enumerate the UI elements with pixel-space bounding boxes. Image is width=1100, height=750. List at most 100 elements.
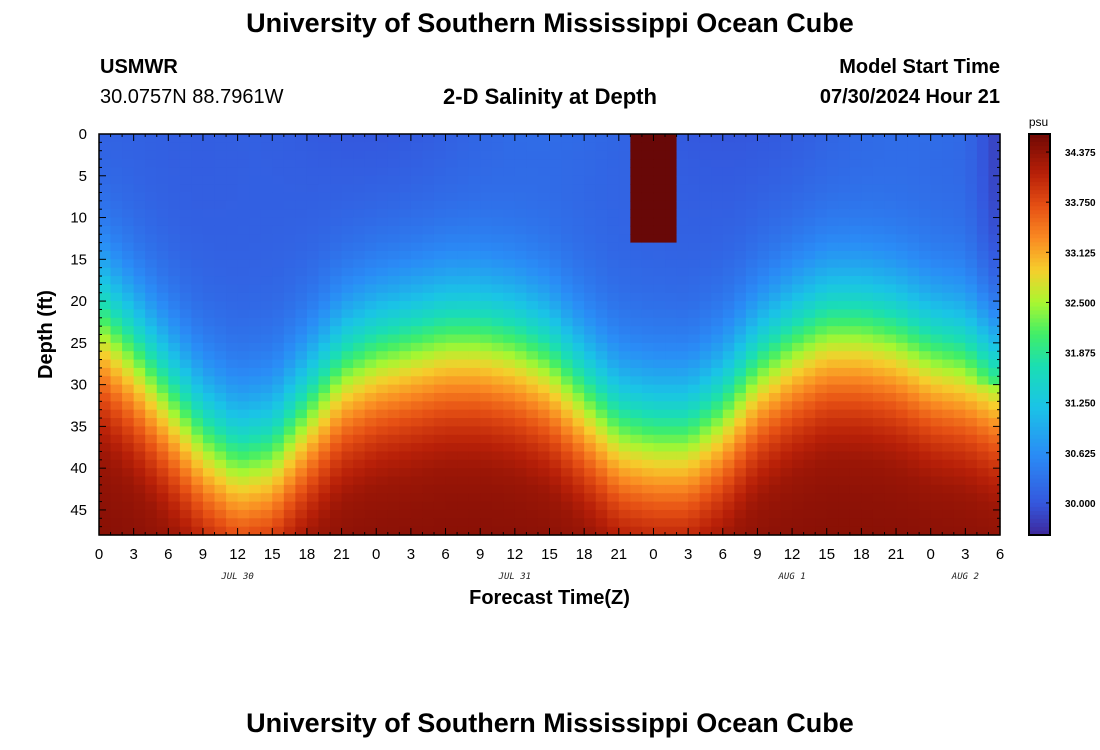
heatmap-cell: [607, 317, 620, 327]
heatmap-cell: [803, 518, 816, 528]
heatmap-cell: [156, 167, 169, 177]
heatmap-cell: [641, 476, 655, 486]
heatmap-cell: [156, 418, 169, 427]
heatmap-cell: [364, 175, 377, 185]
heatmap-cell: [122, 150, 135, 160]
heatmap-cell: [896, 292, 909, 302]
heatmap-cell: [815, 200, 828, 210]
heatmap-cell: [387, 184, 400, 194]
heatmap-cell: [549, 384, 562, 394]
heatmap-cell: [145, 476, 158, 486]
heatmap-cell: [491, 292, 504, 302]
heatmap-cell: [283, 409, 296, 419]
heatmap-cell: [272, 167, 285, 177]
heatmap-cell: [318, 351, 331, 361]
heatmap-cell: [930, 468, 943, 478]
heatmap-cell: [561, 518, 574, 528]
heatmap-cell: [549, 134, 562, 143]
heatmap-cell: [260, 367, 273, 377]
heatmap-cell: [237, 259, 250, 269]
heatmap-cell: [168, 384, 181, 394]
heatmap-cell: [907, 351, 920, 361]
heatmap-cell: [364, 234, 377, 244]
heatmap-cell: [145, 443, 158, 453]
heatmap-cell: [99, 418, 112, 427]
heatmap-cell: [191, 250, 204, 260]
heatmap-cell: [168, 418, 181, 427]
heatmap-cells: [99, 134, 1001, 536]
heatmap-cell: [803, 334, 816, 344]
heatmap-cell: [965, 142, 978, 152]
heatmap-cell: [849, 301, 862, 311]
heatmap-cell: [630, 217, 643, 227]
heatmap-cell: [399, 409, 412, 419]
x-tick-label: 12: [507, 546, 524, 563]
heatmap-cell: [734, 217, 747, 227]
heatmap-cell: [942, 392, 955, 402]
colorbar-segment: [1029, 410, 1050, 416]
heatmap-cell: [133, 526, 146, 536]
heatmap-cell: [665, 476, 678, 486]
heatmap-cell: [896, 225, 909, 235]
colorbar-unit: psu: [1029, 115, 1048, 129]
heatmap-cell: [283, 501, 296, 511]
heatmap-cell: [896, 142, 909, 152]
heatmap-cell: [537, 134, 551, 143]
heatmap-cell: [745, 234, 759, 244]
heatmap-cell: [745, 367, 759, 377]
heatmap-cell: [722, 200, 735, 210]
heatmap-cell: [757, 175, 770, 185]
heatmap-cell: [491, 359, 504, 369]
heatmap-cell: [676, 167, 689, 177]
heatmap-cell: [803, 150, 816, 160]
heatmap-cell: [665, 451, 678, 461]
heatmap-cell: [630, 242, 643, 252]
heatmap-cell: [953, 200, 966, 210]
colorbar-segment: [1029, 206, 1050, 211]
heatmap-cell: [491, 526, 504, 536]
heatmap-cell: [815, 434, 828, 444]
heatmap-cell: [884, 451, 897, 461]
heatmap-cell: [607, 376, 620, 386]
heatmap-cell: [249, 326, 262, 336]
heatmap-cell: [896, 351, 909, 361]
heatmap-cell: [676, 259, 689, 269]
heatmap-cell: [549, 359, 562, 369]
heatmap-cell: [226, 342, 239, 352]
heatmap-cell: [780, 526, 793, 536]
heatmap-cell: [433, 334, 447, 344]
heatmap-cell: [376, 476, 389, 486]
heatmap-cell: [745, 518, 759, 528]
heatmap-cell: [214, 209, 227, 219]
heatmap-cell: [433, 351, 447, 361]
heatmap-cell: [792, 184, 805, 194]
heatmap-cell: [422, 142, 435, 152]
heatmap-cell: [433, 359, 447, 369]
heatmap-cell: [676, 334, 689, 344]
heatmap-cell: [976, 209, 990, 219]
heatmap-cell: [861, 134, 874, 143]
heatmap-cell: [549, 159, 562, 169]
heatmap-cell: [145, 150, 158, 160]
heatmap-cell: [584, 159, 597, 169]
heatmap-cell: [792, 217, 805, 227]
heatmap-cell: [410, 301, 424, 311]
heatmap-cell: [549, 309, 562, 319]
heatmap-cell: [156, 484, 169, 494]
heatmap-cell: [283, 134, 296, 143]
heatmap-cell: [676, 276, 689, 285]
heatmap-cell: [826, 317, 839, 327]
heatmap-cell: [953, 443, 966, 453]
heatmap-cell: [976, 518, 990, 528]
heatmap-cell: [849, 200, 862, 210]
heatmap-cell: [757, 359, 770, 369]
heatmap-cell: [711, 434, 724, 444]
heatmap-cell: [653, 334, 666, 344]
heatmap-cell: [953, 509, 966, 519]
heatmap-cell: [283, 217, 296, 227]
heatmap-cell: [156, 376, 169, 386]
heatmap-cell: [249, 225, 262, 235]
heatmap-cell: [549, 175, 562, 185]
heatmap-cell: [792, 459, 805, 469]
heatmap-cell: [202, 317, 216, 327]
